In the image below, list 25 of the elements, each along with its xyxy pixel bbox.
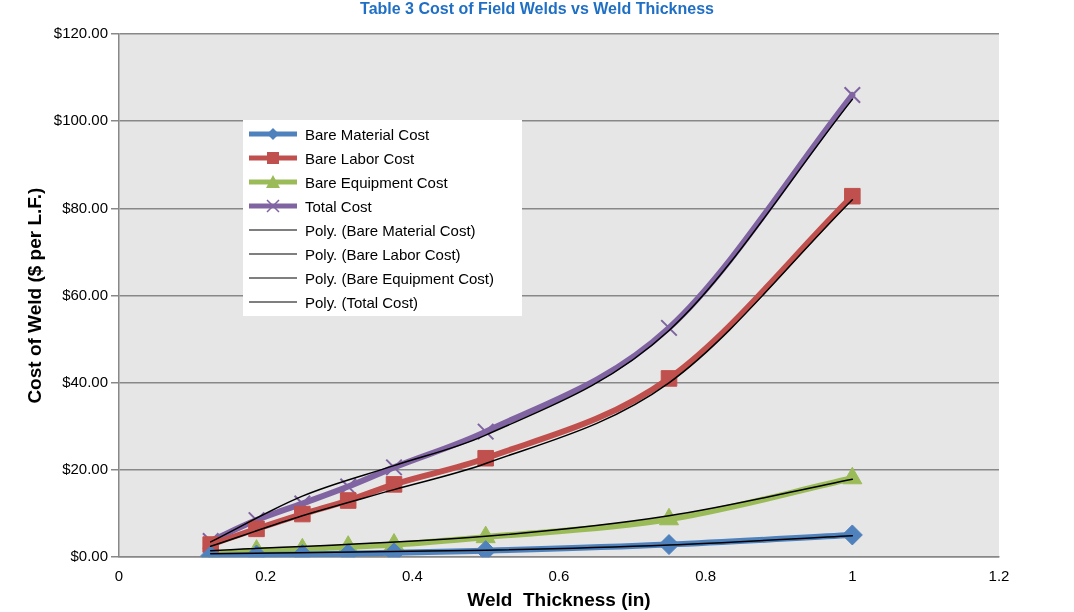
- y-tick-label: $0.00: [70, 547, 109, 565]
- y-tick-label: $60.00: [62, 285, 109, 303]
- x-tick-label: 0.4: [401, 567, 423, 585]
- y-tick-label: $100.00: [53, 111, 109, 129]
- legend-label: Bare Equipment Cost: [305, 173, 448, 191]
- y-tick-label: $80.00: [62, 198, 109, 216]
- y-axis-title: Cost of Weld ($ per L.F.): [23, 187, 45, 404]
- x-tick-label: 0.6: [548, 567, 570, 585]
- y-tick-label: $120.00: [53, 24, 109, 42]
- legend-label: Poly. (Bare Material Cost): [305, 221, 476, 239]
- legend-label: Total Cost: [305, 197, 372, 215]
- x-tick-label: 1: [848, 567, 857, 585]
- x-tick-label: 0: [114, 567, 124, 585]
- y-tick-label: $20.00: [62, 460, 109, 478]
- legend-label: Bare Material Cost: [305, 125, 430, 143]
- x-axis-title: Weld Thickness (in): [467, 588, 651, 610]
- legend-label: Poly. (Bare Equipment Cost): [305, 269, 494, 287]
- x-tick-label: 0.8: [695, 567, 717, 585]
- x-tick-label: 0.2: [255, 567, 277, 585]
- x-tick-label: 1.2: [988, 567, 1010, 585]
- legend-label: Poly. (Total Cost): [305, 293, 419, 311]
- y-tick-label: $40.00: [62, 372, 109, 390]
- chart-title: Table 3 Cost of Field Welds vs Weld Thickness: [359, 0, 715, 18]
- legend-label: Bare Labor Cost: [305, 149, 415, 167]
- legend-label: Poly. (Bare Labor Cost): [305, 245, 461, 263]
